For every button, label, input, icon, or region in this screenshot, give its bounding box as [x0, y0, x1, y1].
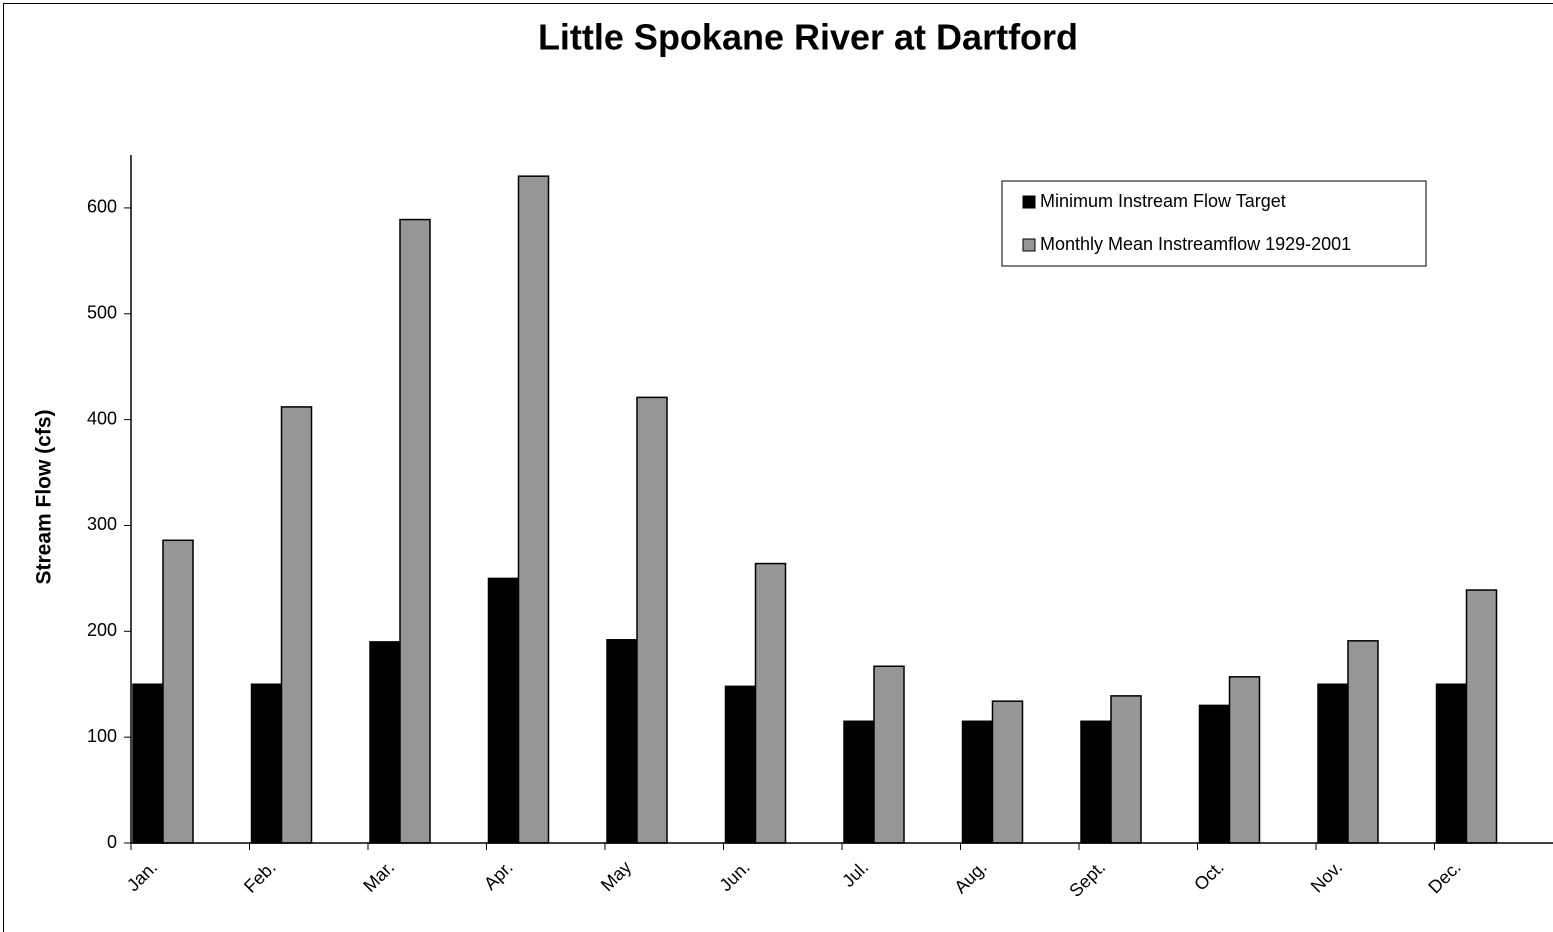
x-tick-label: Jul.	[838, 857, 872, 891]
bar	[1465, 589, 1498, 844]
x-tick-label: Jan.	[123, 857, 161, 895]
x-tick-label: May	[597, 857, 635, 895]
chart-title: Little Spokane River at Dartford	[538, 17, 1078, 58]
y-tick-label: 200	[87, 620, 117, 640]
bar	[991, 700, 1024, 844]
bar	[1435, 683, 1468, 844]
bar	[636, 396, 668, 844]
bar	[1317, 683, 1349, 844]
bar	[280, 406, 313, 844]
x-tick-label: Mar.	[359, 857, 398, 896]
bar	[487, 577, 520, 844]
bar	[399, 218, 431, 844]
x-tick-label: Aug.	[950, 857, 990, 897]
y-tick-label: 600	[87, 197, 117, 217]
legend-swatch	[1022, 195, 1036, 209]
bar	[517, 175, 550, 844]
y-tick-label: 300	[87, 514, 117, 534]
bar	[250, 683, 283, 844]
legend-box	[1001, 180, 1427, 267]
bar	[132, 683, 164, 844]
x-tick-label: Jun.	[715, 857, 753, 895]
bar	[1347, 640, 1379, 844]
legend-swatch	[1022, 238, 1036, 252]
bar	[1228, 676, 1261, 844]
bar	[606, 639, 638, 844]
x-tick-label: Sept.	[1065, 857, 1109, 901]
bar	[162, 539, 194, 844]
bar	[724, 685, 757, 844]
bar	[754, 562, 787, 844]
bar	[1110, 695, 1142, 844]
chart-border	[3, 3, 1553, 932]
bar	[1080, 720, 1112, 844]
bar	[1198, 704, 1231, 844]
bar	[843, 720, 875, 844]
legend-label: Monthly Mean Instreamflow 1929-2001	[1040, 234, 1351, 254]
bar	[369, 641, 401, 844]
bar	[873, 665, 905, 844]
y-axis-label: Stream Flow (cfs)	[33, 409, 56, 584]
legend-label: Minimum Instream Flow Target	[1040, 191, 1286, 211]
x-tick-label: Dec.	[1424, 857, 1464, 897]
x-tick-label: Feb.	[240, 857, 280, 897]
x-tick-label: Nov.	[1307, 857, 1346, 896]
bar	[961, 720, 994, 844]
y-tick-label: 400	[87, 408, 117, 428]
x-tick-label: Apr.	[480, 857, 517, 894]
y-tick-label: 100	[87, 726, 117, 746]
x-tick-label: Oct.	[1190, 857, 1227, 894]
y-tick-label: 500	[87, 303, 117, 323]
y-tick-label: 0	[107, 832, 117, 852]
